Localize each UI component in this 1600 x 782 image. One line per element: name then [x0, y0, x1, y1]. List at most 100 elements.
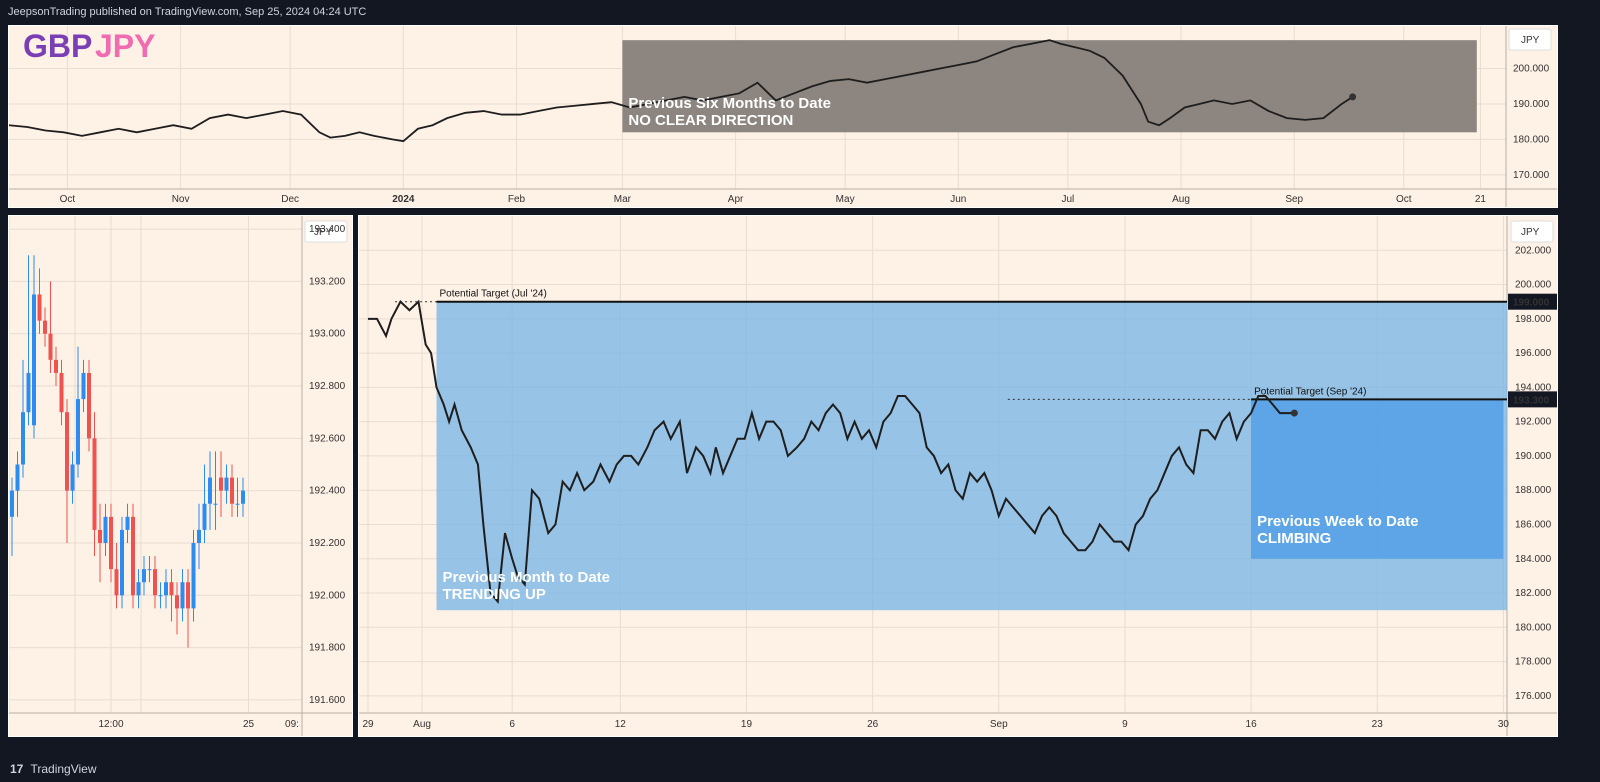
candle-body-10: [65, 412, 69, 491]
top-y-tick-0: 200.000: [1513, 64, 1550, 75]
publisher-header: JeepsonTrading published on TradingView.…: [0, 0, 1600, 24]
week-annotation-line-2: CLIMBING: [1257, 530, 1331, 547]
left-x-tick-1: 25: [243, 719, 255, 730]
right-y-tick-2: 198.000: [1515, 314, 1552, 325]
right-currency-label: JPY: [1521, 227, 1540, 238]
target-value-label-1: 193.300: [1513, 395, 1550, 406]
right-y-tick-6: 190.000: [1515, 451, 1552, 462]
month-annotation-line-1: Previous Month to Date: [442, 569, 610, 586]
left-x-tick-0: 12:00: [98, 719, 123, 730]
publisher-text: JeepsonTrading published on TradingView.…: [8, 6, 367, 18]
candle-body-24: [142, 569, 146, 583]
top-x-tick-6: Apr: [728, 194, 744, 205]
right-x-tick-2: 6: [509, 719, 515, 730]
left-y-tick-4: 192.600: [309, 433, 346, 444]
candle-body-20: [120, 529, 124, 596]
candle-body-3: [26, 372, 31, 413]
candle-body-40: [230, 477, 234, 504]
week-annotation-line-1: Previous Week to Date: [1257, 513, 1418, 530]
candle-body-17: [103, 516, 108, 543]
right-x-tick-5: 26: [867, 719, 879, 730]
candle-body-19: [114, 569, 119, 596]
top-x-tick-10: Aug: [1172, 194, 1190, 205]
left-y-tick-8: 191.800: [309, 643, 346, 654]
right-y-tick-3: 196.000: [1515, 348, 1552, 359]
candle-body-12: [76, 399, 80, 465]
right-x-tick-8: 16: [1246, 719, 1258, 730]
right-y-tick-12: 178.000: [1515, 657, 1552, 668]
top-y-tick-3: 170.000: [1513, 170, 1550, 181]
candle-body-9: [59, 372, 64, 413]
candle-body-33: [191, 542, 196, 609]
top-x-tick-7: May: [836, 194, 855, 205]
candle-body-18: [109, 516, 113, 570]
pair-title-base: GBP: [23, 28, 92, 64]
top-y-tick-2: 180.000: [1513, 134, 1550, 145]
left-y-tick-0: 193.400: [309, 224, 346, 235]
right-x-tick-3: 12: [615, 719, 627, 730]
candle-body-39: [224, 477, 229, 491]
left-y-tick-9: 191.600: [309, 695, 346, 706]
candle-body-6: [43, 320, 47, 334]
top-x-tick-11: Sep: [1285, 194, 1303, 205]
month-annotation-line-2: TRENDING UP: [442, 586, 545, 603]
candle-body-41: [235, 503, 240, 505]
right-x-tick-1: Aug: [413, 719, 431, 730]
candle-body-31: [180, 582, 185, 609]
target-label-0: Potential Target (Jul '24): [439, 289, 546, 300]
left-currency-label: JPY: [314, 227, 333, 238]
candle-body-21: [125, 516, 130, 530]
candle-body-14: [87, 372, 91, 439]
candle-body-27: [158, 595, 163, 597]
candle-body-11: [70, 464, 75, 491]
candle-body-8: [54, 359, 58, 373]
candle-body-23: [136, 582, 141, 596]
right-y-tick-1: 200.000: [1515, 280, 1552, 291]
bottom-left-chart-panel[interactable]: JPY 193.400 193.200 193.000 192.800 192.600 19…: [8, 215, 353, 737]
candle-body-16: [98, 529, 102, 543]
top-x-tick-9: Jul: [1061, 194, 1074, 205]
candle-body-2: [21, 412, 25, 465]
right-y-tick-0: 202.000: [1515, 245, 1552, 256]
top-x-tick-1: Nov: [172, 194, 190, 205]
top-x-tick-2: Dec: [281, 194, 299, 205]
candle-body-34: [197, 529, 201, 543]
pair-title-quote: JPY: [95, 28, 155, 64]
top-x-tick-4: Feb: [508, 194, 526, 205]
candle-body-32: [186, 582, 190, 609]
right-y-tick-5: 192.000: [1515, 417, 1552, 428]
candle-body-25: [147, 569, 152, 571]
bottom-right-chart-svg: Potential Target (Jul '24) 199.000 Potenti…: [359, 216, 1557, 736]
target-value-badge-0: [1508, 293, 1557, 310]
top-chart-panel[interactable]: Previous Six Months to Date NO CLEAR DIRE…: [8, 25, 1558, 208]
candle-body-5: [37, 294, 42, 321]
tradingview-footer: 17 TradingView: [0, 756, 1600, 782]
top-x-tick-3: 2024: [392, 194, 415, 205]
bottom-right-chart-panel[interactable]: Potential Target (Jul '24) 199.000 Potenti…: [358, 215, 1558, 737]
left-y-tick-1: 193.200: [309, 276, 346, 287]
right-y-tick-13: 176.000: [1515, 691, 1552, 702]
right-x-tick-6: Sep: [990, 719, 1008, 730]
top-x-tick-12: Oct: [1396, 194, 1412, 205]
candle-body-15: [92, 438, 97, 530]
right-y-tick-4: 194.000: [1515, 382, 1552, 393]
candle-body-26: [153, 569, 157, 596]
candle-body-29: [169, 582, 174, 596]
right-y-tick-10: 182.000: [1515, 588, 1552, 599]
right-series-last-point: [1290, 409, 1298, 417]
top-x-tick-13: 21: [1475, 194, 1487, 205]
week-annotation-box: [1251, 399, 1504, 559]
top-x-tick-8: Jun: [950, 194, 966, 205]
top-annotation-box: [622, 40, 1477, 133]
candle-body-1: [15, 464, 20, 491]
top-series-line: [9, 39, 1354, 143]
target-value-badge-1: [1508, 391, 1557, 408]
top-series-last-point: [1349, 93, 1357, 101]
candle-body-7: [48, 333, 53, 360]
candle-body-13: [81, 372, 86, 400]
top-annotation-line-1: Previous Six Months to Date: [628, 95, 831, 112]
right-x-tick-10: 30: [1498, 719, 1510, 730]
candle-body-35: [202, 503, 207, 530]
top-currency-label: JPY: [1521, 35, 1540, 46]
